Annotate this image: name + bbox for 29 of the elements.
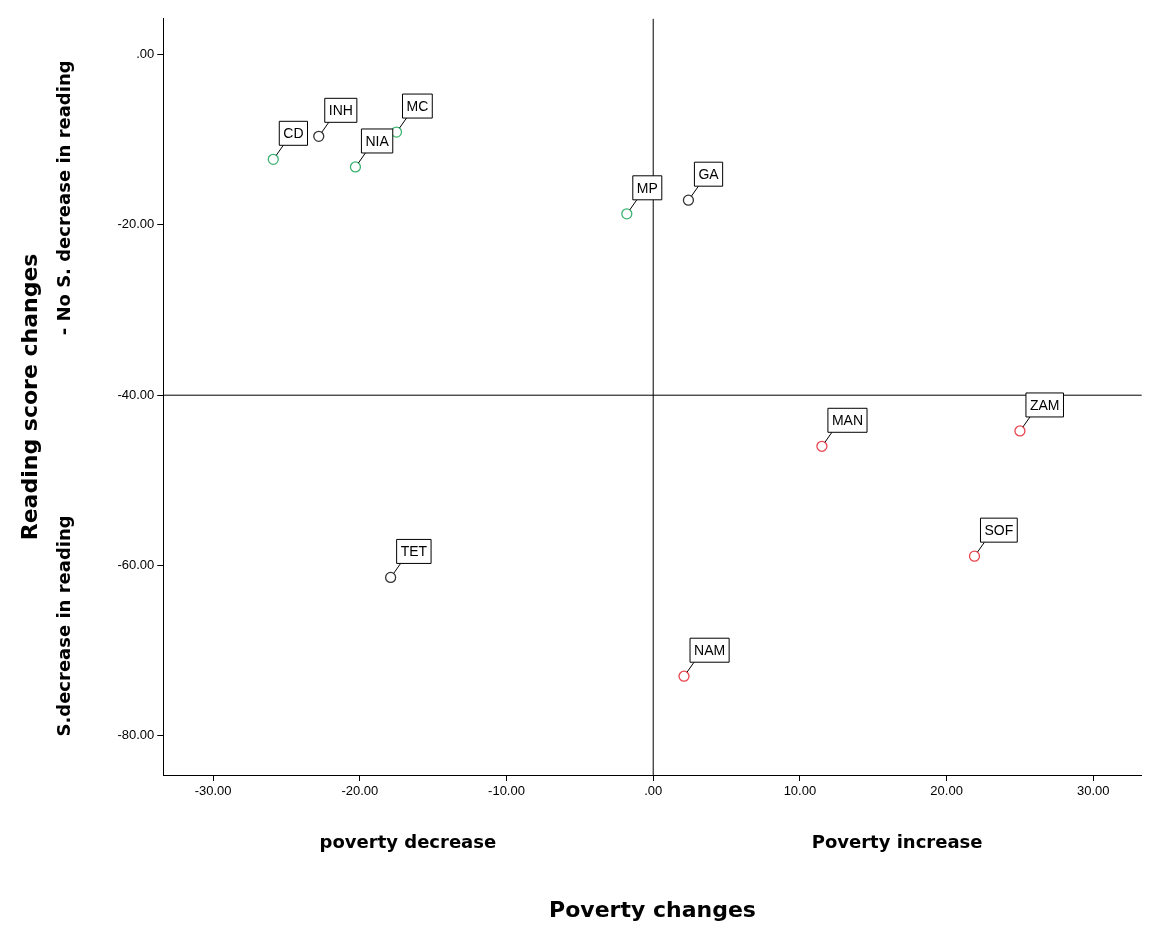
y-tick-label: -60.00 [117,557,155,573]
annotation: NIA [365,132,390,149]
x-tick-label: -10.00 [488,783,525,799]
x-tick-label: 10.00 [783,783,817,799]
text: Poverty increase [811,830,983,852]
y-axis-title: Reading score changes [16,253,42,541]
annotation: MP [636,179,658,196]
y-tick-label: -20.00 [117,216,155,232]
x-tick-label: -20.00 [341,783,379,799]
annotation: SOF [984,522,1014,538]
x-tick-label: .00 [644,783,663,799]
text: S.decrease in reading [52,515,74,737]
annotation: GA [698,166,720,183]
x-tick-label: 30.00 [1077,783,1110,799]
text: poverty decrease [319,830,497,852]
annotation: INH [328,102,353,119]
y-tick-label: .00 [136,46,155,62]
y-tick-label: -80.00 [117,727,155,743]
y-tick-label: -40.00 [117,386,155,402]
annotation: ZAM [1029,396,1060,413]
text: - No S. decrease in reading [52,60,74,336]
annotation: NAM [694,642,726,659]
annotation: TET [400,543,428,560]
x-tick-label: -30.00 [194,783,232,799]
x-tick-label: 20.00 [930,783,963,799]
annotation: MC [406,97,429,114]
x-axis-title: Poverty changes [549,896,756,922]
annotation: CD [283,125,304,142]
annotation: MAN [831,412,864,429]
